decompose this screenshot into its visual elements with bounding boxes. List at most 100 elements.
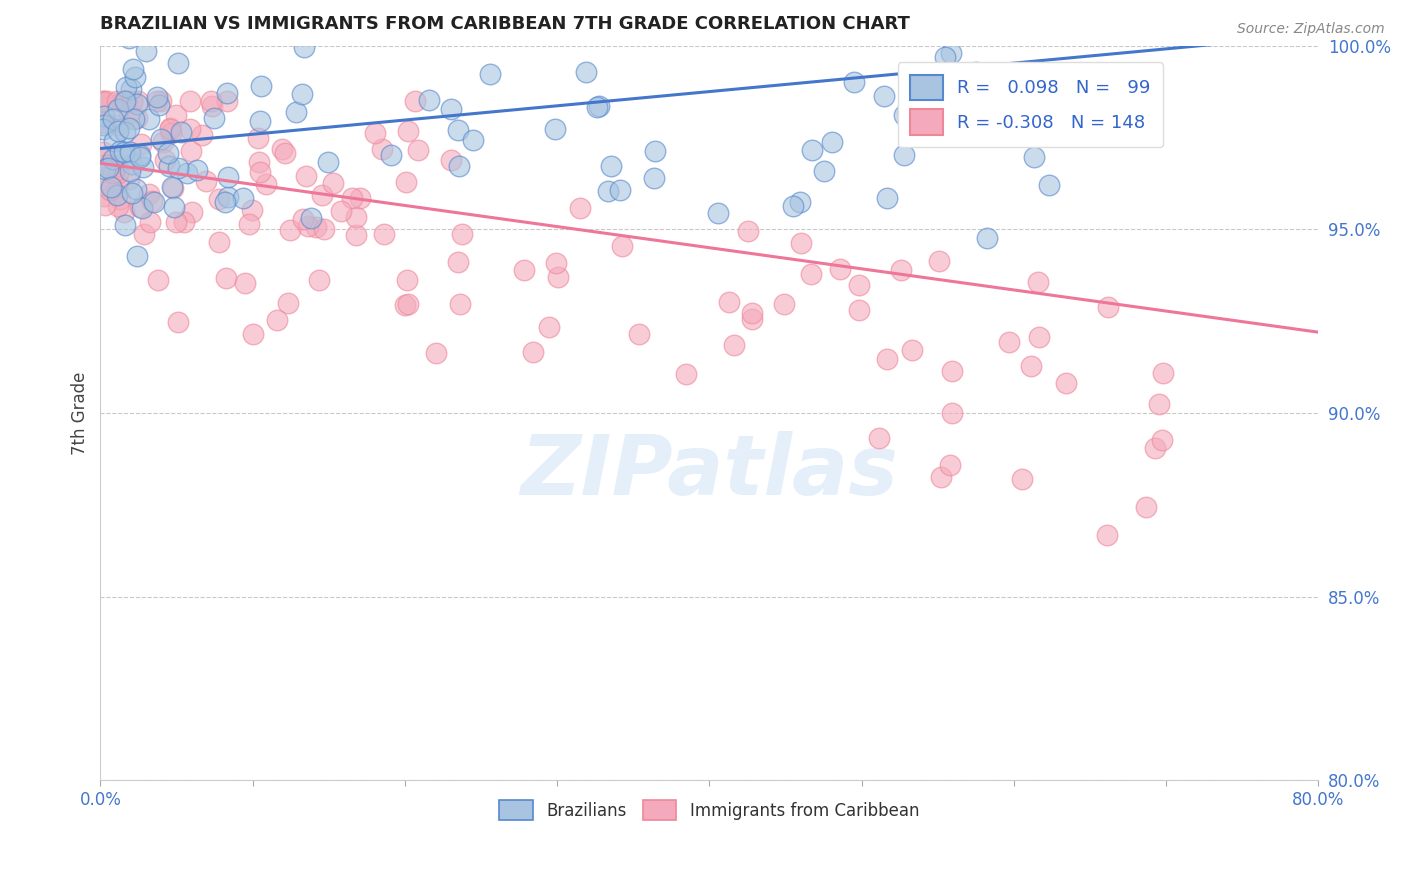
Point [201, 99, 224, 113]
Point [1152, 366, 1174, 380]
Point [149, 94, 172, 108]
Point [242, 326, 264, 341]
Point [266, 312, 288, 326]
Point [215, 270, 238, 285]
Point [149, 131, 172, 145]
Point [100, 180, 122, 194]
Point [447, 255, 470, 269]
Point [132, 160, 155, 174]
Point [249, 114, 271, 128]
Point [643, 170, 665, 185]
Point [295, 169, 318, 183]
Point [820, 135, 842, 149]
Point [93, 118, 115, 132]
Point [274, 145, 297, 160]
Point [586, 100, 609, 114]
Point [100, 178, 122, 192]
Point [155, 153, 177, 167]
Point [121, 157, 143, 171]
Point [118, 145, 141, 159]
Point [217, 170, 239, 185]
Point [180, 145, 202, 159]
Point [249, 78, 271, 93]
Point [160, 126, 183, 140]
Point [522, 344, 544, 359]
Point [131, 137, 153, 152]
Point [93, 94, 115, 108]
Point [285, 105, 308, 120]
Point [395, 273, 418, 287]
Point [297, 219, 319, 234]
Point [114, 125, 136, 139]
Point [789, 194, 811, 209]
Point [105, 94, 128, 108]
Point [1028, 330, 1050, 344]
Point [1143, 442, 1166, 456]
Point [395, 175, 418, 189]
Point [238, 217, 260, 231]
Point [404, 94, 426, 108]
Point [115, 94, 138, 108]
Point [179, 121, 201, 136]
Point [1024, 150, 1046, 164]
Point [828, 262, 851, 277]
Point [139, 215, 162, 229]
Point [292, 211, 315, 226]
Point [162, 181, 184, 195]
Point [93, 161, 115, 176]
Point [152, 135, 174, 149]
Point [675, 367, 697, 381]
Point [159, 121, 181, 136]
Point [314, 222, 336, 236]
Point [406, 144, 429, 158]
Point [344, 227, 367, 242]
Point [148, 98, 170, 112]
Point [929, 469, 952, 483]
Point [117, 94, 139, 108]
Point [447, 122, 470, 136]
Point [1021, 359, 1043, 373]
Point [104, 185, 127, 199]
Point [449, 296, 471, 310]
Point [93, 94, 115, 108]
Point [167, 161, 190, 176]
Point [461, 133, 484, 147]
Point [588, 99, 610, 113]
Point [98, 158, 121, 172]
Point [934, 49, 956, 63]
Point [876, 351, 898, 366]
Point [893, 108, 915, 122]
Point [143, 194, 166, 209]
Point [131, 201, 153, 215]
Point [96, 94, 118, 108]
Point [1026, 275, 1049, 289]
Point [741, 311, 763, 326]
Point [127, 111, 149, 125]
Point [191, 128, 214, 143]
Point [107, 166, 129, 180]
Point [842, 75, 865, 89]
Point [249, 165, 271, 179]
Point [270, 142, 292, 156]
Point [157, 159, 180, 173]
Point [1147, 397, 1170, 411]
Point [813, 163, 835, 178]
Point [179, 94, 201, 108]
Point [195, 174, 218, 188]
Point [107, 177, 129, 191]
Point [316, 154, 339, 169]
Point [97, 161, 120, 175]
Point [1135, 500, 1157, 515]
Point [165, 215, 187, 229]
Point [132, 227, 155, 241]
Point [344, 210, 367, 224]
Point [118, 106, 141, 120]
Point [941, 406, 963, 420]
Point [304, 219, 326, 234]
Point [107, 118, 129, 132]
Text: Source: ZipAtlas.com: Source: ZipAtlas.com [1237, 22, 1385, 37]
Point [162, 180, 184, 194]
Point [128, 150, 150, 164]
Point [479, 67, 502, 81]
Point [246, 131, 269, 145]
